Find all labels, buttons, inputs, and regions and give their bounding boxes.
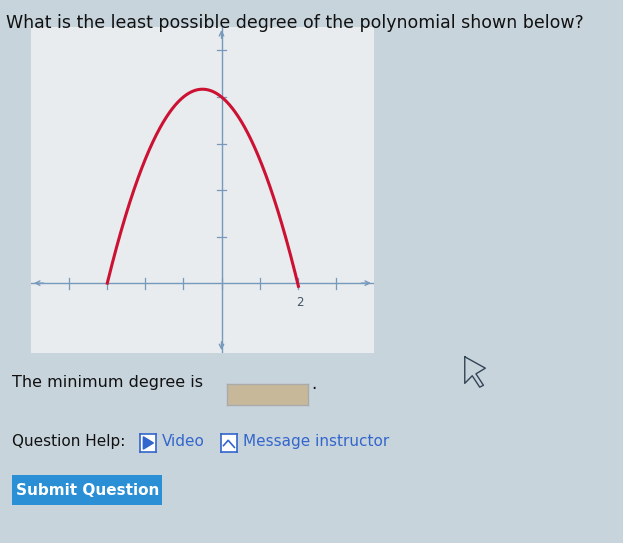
Text: 2: 2 xyxy=(296,296,303,309)
Text: .: . xyxy=(312,375,316,393)
Text: Message instructor: Message instructor xyxy=(243,434,389,450)
Text: The minimum degree is: The minimum degree is xyxy=(12,375,204,390)
Polygon shape xyxy=(465,357,485,387)
Polygon shape xyxy=(143,437,153,449)
Text: What is the least possible degree of the polynomial shown below?: What is the least possible degree of the… xyxy=(6,14,584,31)
Text: Submit Question: Submit Question xyxy=(16,483,159,497)
Text: Question Help:: Question Help: xyxy=(12,434,126,450)
Text: Video: Video xyxy=(162,434,205,450)
